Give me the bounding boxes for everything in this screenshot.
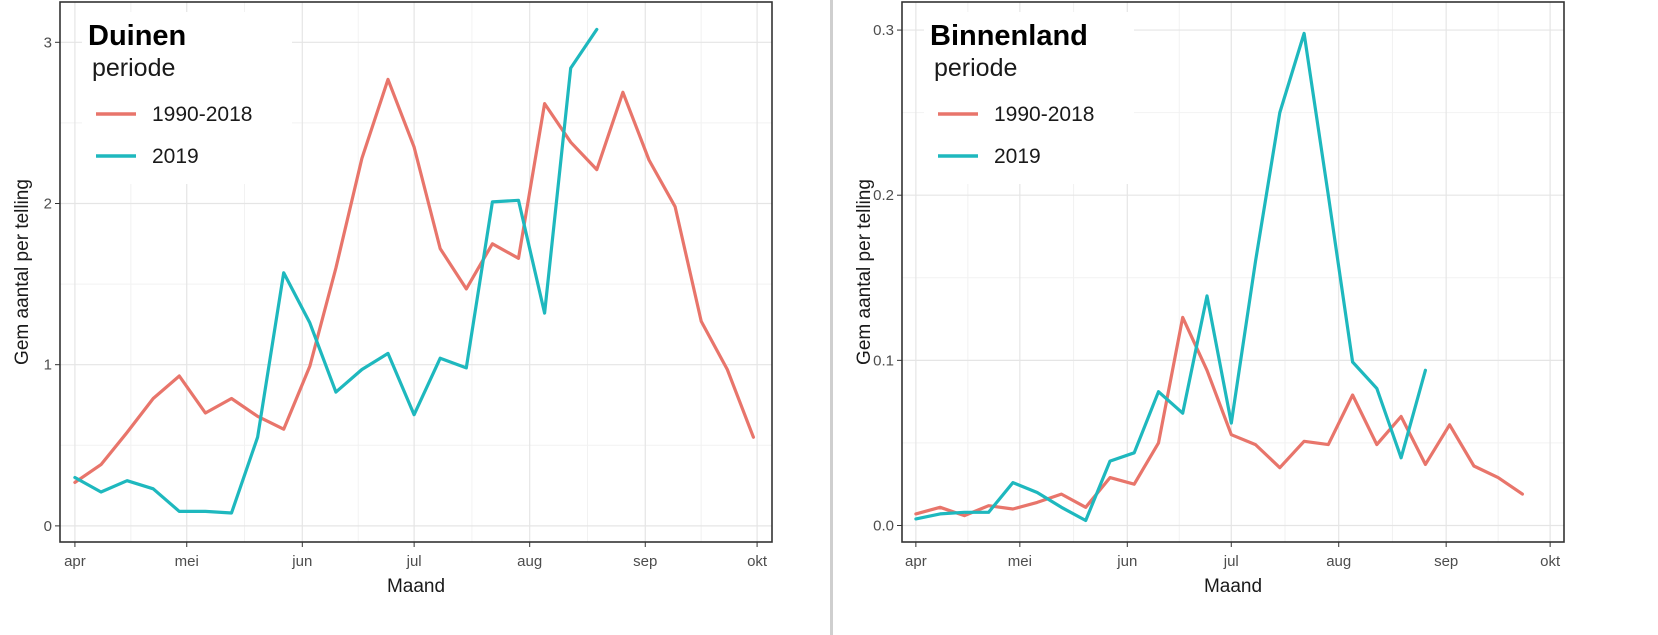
x-tick-label: mei [175, 553, 199, 570]
legend-title: periode [92, 54, 175, 82]
x-tick-label: aug [1326, 553, 1351, 570]
y-tick-label: 0 [44, 518, 52, 535]
x-tick-label: jul [1223, 553, 1239, 570]
chart-duinen: 0 1 2 3 apr mei jun jul aug sep okt Maand Gem aantal… [12, 1, 773, 597]
x-tick-label: aug [517, 553, 542, 570]
x-tick-label: jul [406, 553, 422, 570]
y-tick-label: 0.3 [873, 22, 894, 39]
series-line-1990-2018 [73, 77, 756, 484]
panel-title: Duinen [88, 20, 186, 52]
x-tick-label: jun [1116, 553, 1137, 570]
legend-label: 2019 [152, 145, 199, 168]
chart-panel-duinen: 0 1 2 3 apr mei jun jul aug sep okt Maand Gem aantal… [0, 0, 828, 635]
x-tick-label: okt [747, 553, 768, 570]
series-line-2019 [73, 27, 599, 515]
plot-border [901, 1, 1565, 543]
x-tick-label: sep [633, 553, 657, 570]
y-tick-label: 0.1 [873, 352, 894, 369]
x-tick-label: okt [1540, 553, 1561, 570]
legend-title: periode [934, 54, 1017, 82]
y-tick-label: 3 [44, 34, 52, 51]
legend-label: 1990-2018 [994, 103, 1094, 126]
panel-title: Binnenland [930, 20, 1088, 52]
x-axis-title: Maand [1204, 576, 1262, 597]
y-tick-label: 0.0 [873, 517, 894, 534]
series-line-2019 [914, 31, 1428, 523]
legend-label: 2019 [994, 145, 1041, 168]
chart-binnenland: 0.0 0.1 0.2 0.3 apr mei jun jul aug sep okt Maand Ge… [854, 1, 1565, 597]
y-tick-label: 2 [44, 195, 52, 212]
x-axis-title: Maand [387, 576, 445, 597]
y-tick-label: 0.2 [873, 187, 894, 204]
series-line-1990-2018 [914, 315, 1525, 518]
chart-panel-binnenland: 0.0 0.1 0.2 0.3 apr mei jun jul aug sep okt Maand Ge… [836, 0, 1658, 635]
x-tick-label: apr [905, 553, 927, 570]
legend-label: 1990-2018 [152, 103, 252, 126]
x-tick-label: mei [1008, 553, 1032, 570]
plot-border [59, 1, 773, 543]
x-tick-label: sep [1434, 553, 1458, 570]
y-axis-title: Gem aantal per telling [854, 179, 875, 365]
x-tick-label: apr [64, 553, 86, 570]
panel-divider [830, 0, 833, 635]
x-tick-label: jun [291, 553, 312, 570]
y-axis-title: Gem aantal per telling [12, 179, 33, 365]
y-tick-label: 1 [44, 357, 52, 374]
